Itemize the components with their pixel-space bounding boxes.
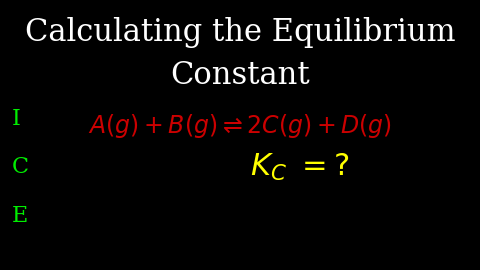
Text: E: E: [12, 205, 28, 227]
Text: C: C: [12, 156, 29, 178]
Text: $\mathit{K}_\mathit{C}\ =?$: $\mathit{K}_\mathit{C}\ =?$: [250, 152, 349, 183]
Text: Constant: Constant: [170, 60, 310, 91]
Text: I: I: [12, 108, 21, 130]
Text: Calculating the Equilibrium: Calculating the Equilibrium: [24, 17, 456, 48]
Text: $\mathit{A(g) + B(g) \rightleftharpoons 2C(g) + D(g)}$: $\mathit{A(g) + B(g) \rightleftharpoons …: [88, 112, 392, 140]
